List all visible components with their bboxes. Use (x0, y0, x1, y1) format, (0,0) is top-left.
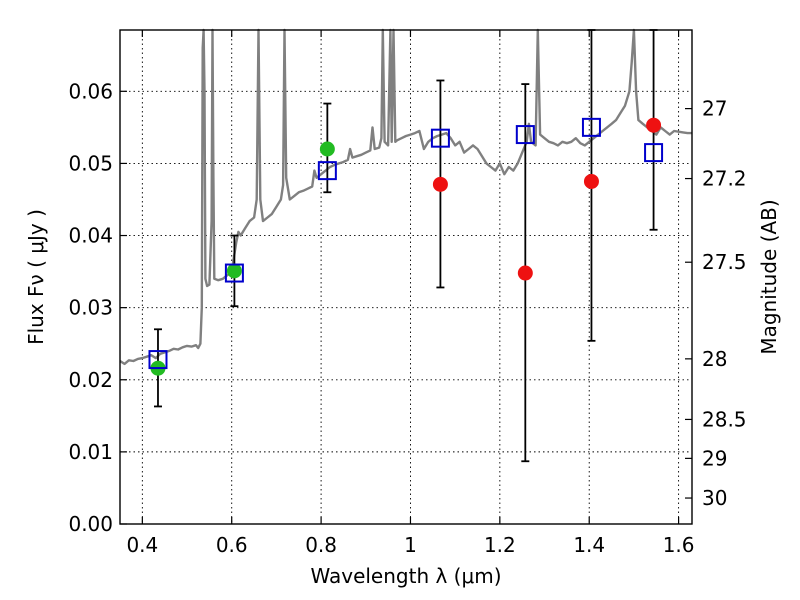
y-axis-ticks: 0.00 0.01 0.02 0.03 0.04 0.05 0.06 (68, 79, 127, 536)
detection-point (226, 263, 242, 279)
grid-lines (120, 30, 692, 524)
x-tick-label: 1.2 (484, 533, 516, 557)
measurement-point (583, 173, 599, 189)
model-band-square (515, 125, 535, 145)
model-band-square (644, 143, 664, 163)
model-spectrum-layer (119, 28, 692, 366)
model-band-square (581, 117, 601, 137)
y-tick-label: 0.00 (68, 512, 113, 536)
x-tick-label: 0.6 (216, 533, 248, 557)
y-tick-label: 0.02 (68, 368, 113, 392)
model-band-square (224, 263, 244, 283)
x-tick-label: 0.4 (126, 533, 158, 557)
magnitude-tick-label: 27 (702, 97, 727, 121)
magnitude-axis-ticks: 27 27.2 27.5 28 28.5 29 30 (685, 97, 747, 510)
y-tick-label: 0.03 (68, 296, 113, 320)
plot-frame (119, 29, 693, 525)
magnitude-tick-label: 28.5 (702, 407, 747, 431)
model-band-square (317, 161, 337, 181)
model-spectrum-line (119, 28, 692, 366)
y-tick-label: 0.05 (68, 151, 113, 175)
magnitude-tick-label: 28 (702, 347, 727, 371)
x-tick-label: 1.4 (573, 533, 605, 557)
magnitude-axis-label: Magnitude (AB) (757, 199, 781, 354)
model-band-square (430, 128, 450, 148)
y-tick-label: 0.06 (68, 79, 113, 103)
errorbar-layer (153, 29, 658, 463)
magnitude-tick-label: 27.2 (702, 167, 747, 191)
x-tick-label: 0.8 (305, 533, 337, 557)
detection-point (319, 141, 335, 157)
y-axis-label: Flux Fν ( μJy ) (24, 209, 48, 345)
magnitude-tick-label: 29 (702, 446, 727, 470)
x-axis-ticks: 0.4 0.6 0.8 1 1.2 1.4 1.6 (126, 30, 695, 557)
measurement-point (517, 265, 533, 281)
y-tick-label: 0.01 (68, 440, 113, 464)
x-tick-label: 1 (404, 533, 417, 557)
model-band-square (148, 350, 168, 370)
measurement-point (432, 176, 448, 192)
x-axis-label: Wavelength λ (μm) (310, 564, 501, 588)
magnitude-tick-label: 30 (702, 486, 727, 510)
magnitude-tick-label: 27.5 (702, 250, 747, 274)
y-tick-label: 0.04 (68, 224, 113, 248)
marker-layer (148, 117, 664, 376)
measurement-point (646, 117, 662, 133)
x-tick-label: 1.6 (663, 533, 695, 557)
